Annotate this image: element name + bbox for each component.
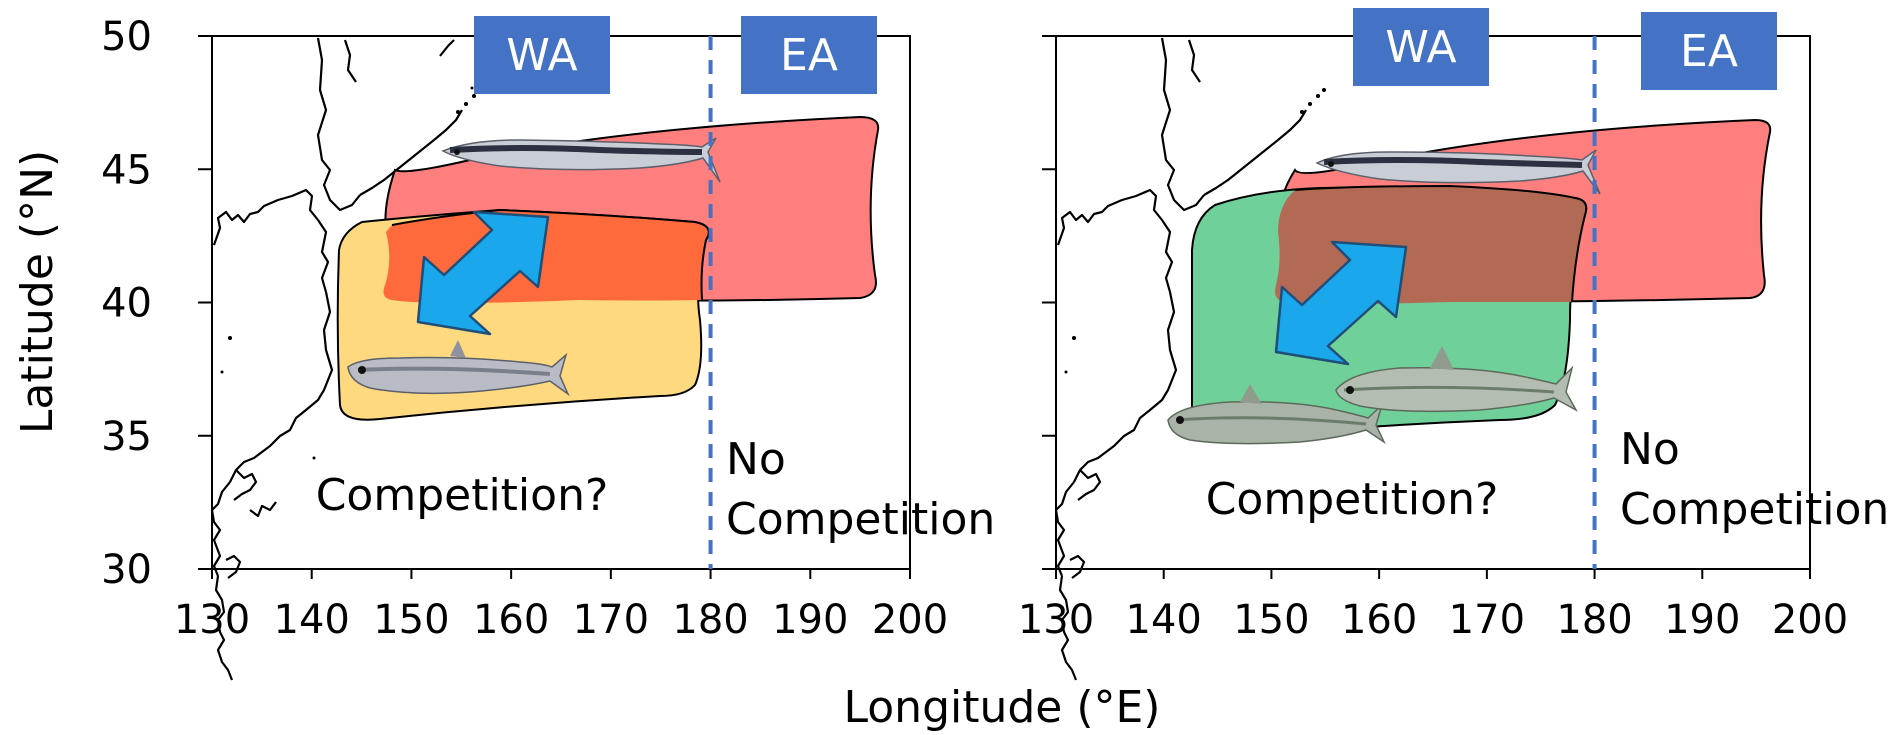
x-tick-label: 190 [772,597,848,643]
region-box-ea [741,16,877,94]
x-axis-title: Longitude (°E) [844,682,1161,733]
region-label-ea: EA [1680,26,1738,77]
x-tick-label: 180 [672,597,748,643]
no-competition-label-line2: Competition [1620,484,1889,535]
competition-question-label: Competition? [1206,474,1499,525]
panel-right [1054,37,1772,681]
x-tick-label: 150 [1233,597,1309,643]
panel-1-axes: 130 140 150 160 170 180 190 200 30 35 40 45 50 WA EA Co… [101,14,995,643]
double-headed-arrow-icon [1274,240,1408,366]
no-competition-label-line1: No [726,434,786,485]
x-tick-label: 140 [274,597,350,643]
x-tick-label: 150 [373,597,449,643]
x-tick-label: 200 [1772,597,1848,643]
x-tick-label: 160 [473,597,549,643]
panel-2-axes: 130 140 150 160 170 180 190 200 WA EA Competition?… [1018,8,1889,643]
kuril-islands [1064,88,1326,374]
coastline [210,37,463,681]
x-tick-label: 130 [1018,597,1094,643]
x-tick-label: 160 [1341,597,1417,643]
region-label-ea: EA [780,30,838,81]
region-box-wa [1353,8,1489,86]
region-label-wa: WA [506,30,577,81]
no-competition-label-line1: No [1620,424,1680,475]
x-tick-label: 170 [573,597,649,643]
competition-question-label: Competition? [316,470,609,521]
japanese-anchovy-image [347,340,570,397]
x-tick-label: 190 [1664,597,1740,643]
double-headed-arrow-icon [416,210,550,336]
pacific-saury-image [1315,149,1601,195]
region-box-wa [474,16,610,94]
y-tick-label: 30 [101,547,152,593]
y-tick-label: 50 [101,14,152,60]
region-box-ea [1641,12,1777,90]
y-axis-title: Latitude (°N) [12,150,63,434]
pacific-saury-image [441,137,721,183]
x-tick-label: 170 [1449,597,1525,643]
y-tick-label: 35 [101,414,152,460]
panel-left [210,37,880,681]
sardine-image [1167,346,1578,445]
region-label-wa: WA [1385,22,1456,73]
no-competition-label-line2: Competition [726,494,995,545]
y-tick-label: 45 [101,147,152,193]
x-tick-label: 180 [1556,597,1632,643]
y-tick-label: 40 [101,281,152,327]
x-tick-label: 200 [872,597,948,643]
coastline [1054,37,1307,681]
x-tick-label: 130 [174,597,250,643]
axes-layer: 130 140 150 160 170 180 190 200 30 35 40 45 50 WA EA Co… [101,8,1889,643]
x-tick-label: 140 [1126,597,1202,643]
